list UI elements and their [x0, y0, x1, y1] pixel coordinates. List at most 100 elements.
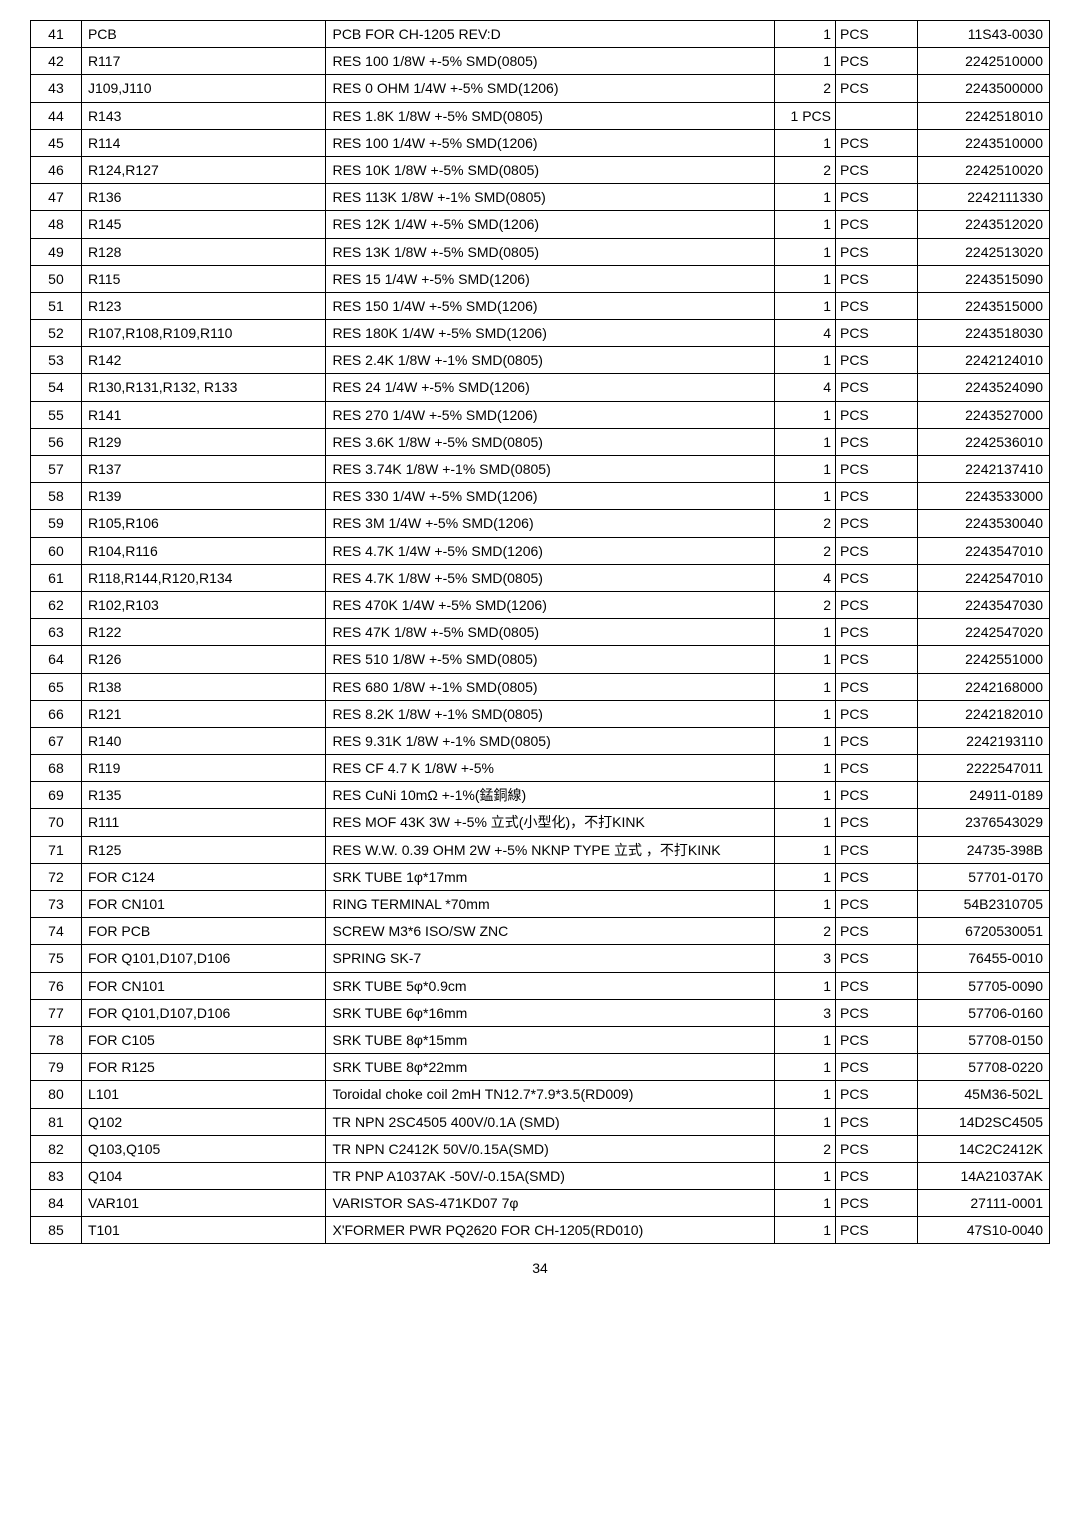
qty-cell: 1 [774, 809, 835, 836]
seq-cell: 47 [31, 184, 82, 211]
desc-cell: SRK TUBE 1φ*17mm [326, 863, 774, 890]
unit-cell: PCS [835, 537, 917, 564]
part-cell: 14C2C2412K [917, 1135, 1050, 1162]
desc-cell: RES 150 1/4W +-5% SMD(1206) [326, 292, 774, 319]
desc-cell: TR NPN 2SC4505 400V/0.1A (SMD) [326, 1108, 774, 1135]
seq-cell: 45 [31, 129, 82, 156]
table-row: 61R118,R144,R120,R134RES 4.7K 1/8W +-5% … [31, 564, 1050, 591]
desc-cell: RES 15 1/4W +-5% SMD(1206) [326, 265, 774, 292]
desc-cell: SRK TUBE 8φ*15mm [326, 1026, 774, 1053]
seq-cell: 79 [31, 1054, 82, 1081]
ref-cell: R135 [81, 782, 326, 809]
part-cell: 2242182010 [917, 700, 1050, 727]
desc-cell: RES 24 1/4W +-5% SMD(1206) [326, 374, 774, 401]
qty-cell: 4 [774, 320, 835, 347]
ref-cell: R118,R144,R120,R134 [81, 564, 326, 591]
table-row: 67R140RES 9.31K 1/8W +-1% SMD(0805)1PCS2… [31, 727, 1050, 754]
part-cell: 54B2310705 [917, 891, 1050, 918]
qty-cell: 2 [774, 918, 835, 945]
table-row: 54R130,R131,R132, R133RES 24 1/4W +-5% S… [31, 374, 1050, 401]
part-cell: 2243500000 [917, 75, 1050, 102]
table-row: 46R124,R127RES 10K 1/8W +-5% SMD(0805)2P… [31, 156, 1050, 183]
desc-cell: RES 8.2K 1/8W +-1% SMD(0805) [326, 700, 774, 727]
part-cell: 76455-0010 [917, 945, 1050, 972]
seq-cell: 48 [31, 211, 82, 238]
desc-cell: RES 1.8K 1/8W +-5% SMD(0805) [326, 102, 774, 129]
table-row: 60R104,R116RES 4.7K 1/4W +-5% SMD(1206)2… [31, 537, 1050, 564]
qty-cell: 1 [774, 727, 835, 754]
seq-cell: 58 [31, 483, 82, 510]
unit-cell: PCS [835, 75, 917, 102]
table-row: 62R102,R103RES 470K 1/4W +-5% SMD(1206)2… [31, 591, 1050, 618]
ref-cell: FOR CN101 [81, 972, 326, 999]
unit-cell: PCS [835, 1081, 917, 1108]
desc-cell: RES 330 1/4W +-5% SMD(1206) [326, 483, 774, 510]
table-row: 59R105,R106RES 3M 1/4W +-5% SMD(1206)2PC… [31, 510, 1050, 537]
ref-cell: FOR R125 [81, 1054, 326, 1081]
unit-cell: PCS [835, 184, 917, 211]
table-row: 44R143RES 1.8K 1/8W +-5% SMD(0805)1 PCS2… [31, 102, 1050, 129]
desc-cell: SRK TUBE 8φ*22mm [326, 1054, 774, 1081]
unit-cell: PCS [835, 1054, 917, 1081]
qty-cell: 1 [774, 1162, 835, 1189]
table-row: 50R115RES 15 1/4W +-5% SMD(1206)1PCS2243… [31, 265, 1050, 292]
qty-cell: 4 [774, 374, 835, 401]
unit-cell: PCS [835, 129, 917, 156]
seq-cell: 71 [31, 836, 82, 863]
seq-cell: 43 [31, 75, 82, 102]
table-row: 52R107,R108,R109,R110RES 180K 1/4W +-5% … [31, 320, 1050, 347]
table-row: 81Q102TR NPN 2SC4505 400V/0.1A (SMD)1PCS… [31, 1108, 1050, 1135]
bom-table: 41PCBPCB FOR CH-1205 REV:D1PCS11S43-0030… [30, 20, 1050, 1244]
seq-cell: 64 [31, 646, 82, 673]
desc-cell: RES 3M 1/4W +-5% SMD(1206) [326, 510, 774, 537]
ref-cell: R124,R127 [81, 156, 326, 183]
qty-cell: 4 [774, 564, 835, 591]
table-row: 74FOR PCBSCREW M3*6 ISO/SW ZNC2PCS672053… [31, 918, 1050, 945]
qty-cell: 1 [774, 292, 835, 319]
qty-cell: 1 [774, 428, 835, 455]
unit-cell: PCS [835, 1135, 917, 1162]
ref-cell: VAR101 [81, 1190, 326, 1217]
qty-cell: 2 [774, 156, 835, 183]
part-cell: 2242547010 [917, 564, 1050, 591]
ref-cell: R136 [81, 184, 326, 211]
ref-cell: R142 [81, 347, 326, 374]
unit-cell: PCS [835, 999, 917, 1026]
qty-cell: 1 [774, 48, 835, 75]
table-row: 45R114RES 100 1/4W +-5% SMD(1206)1PCS224… [31, 129, 1050, 156]
desc-cell: RES 100 1/8W +-5% SMD(0805) [326, 48, 774, 75]
part-cell: 57708-0150 [917, 1026, 1050, 1053]
unit-cell: PCS [835, 483, 917, 510]
ref-cell: R107,R108,R109,R110 [81, 320, 326, 347]
ref-cell: Q102 [81, 1108, 326, 1135]
seq-cell: 77 [31, 999, 82, 1026]
qty-cell: 1 [774, 1054, 835, 1081]
ref-cell: R104,R116 [81, 537, 326, 564]
seq-cell: 82 [31, 1135, 82, 1162]
unit-cell: PCS [835, 673, 917, 700]
part-cell: 2222547011 [917, 755, 1050, 782]
ref-cell: R128 [81, 238, 326, 265]
ref-cell: T101 [81, 1217, 326, 1244]
table-row: 56R129RES 3.6K 1/8W +-5% SMD(0805)1PCS22… [31, 428, 1050, 455]
qty-cell: 2 [774, 537, 835, 564]
desc-cell: SRK TUBE 5φ*0.9cm [326, 972, 774, 999]
table-row: 47R136RES 113K 1/8W +-1% SMD(0805)1PCS22… [31, 184, 1050, 211]
ref-cell: R137 [81, 456, 326, 483]
part-cell: 14A21037AK [917, 1162, 1050, 1189]
qty-cell: 1 [774, 1217, 835, 1244]
unit-cell: PCS [835, 945, 917, 972]
desc-cell: Toroidal choke coil 2mH TN12.7*7.9*3.5(R… [326, 1081, 774, 1108]
seq-cell: 59 [31, 510, 82, 537]
part-cell: 2242193110 [917, 727, 1050, 754]
desc-cell: RES 470K 1/4W +-5% SMD(1206) [326, 591, 774, 618]
part-cell: 2242536010 [917, 428, 1050, 455]
qty-cell: 3 [774, 999, 835, 1026]
table-row: 63R122RES 47K 1/8W +-5% SMD(0805)1PCS224… [31, 619, 1050, 646]
desc-cell: RES 3.74K 1/8W +-1% SMD(0805) [326, 456, 774, 483]
desc-cell: RES CuNi 10mΩ +-1%(錳銅線) [326, 782, 774, 809]
seq-cell: 51 [31, 292, 82, 319]
qty-cell: 1 [774, 456, 835, 483]
unit-cell: PCS [835, 48, 917, 75]
unit-cell: PCS [835, 374, 917, 401]
